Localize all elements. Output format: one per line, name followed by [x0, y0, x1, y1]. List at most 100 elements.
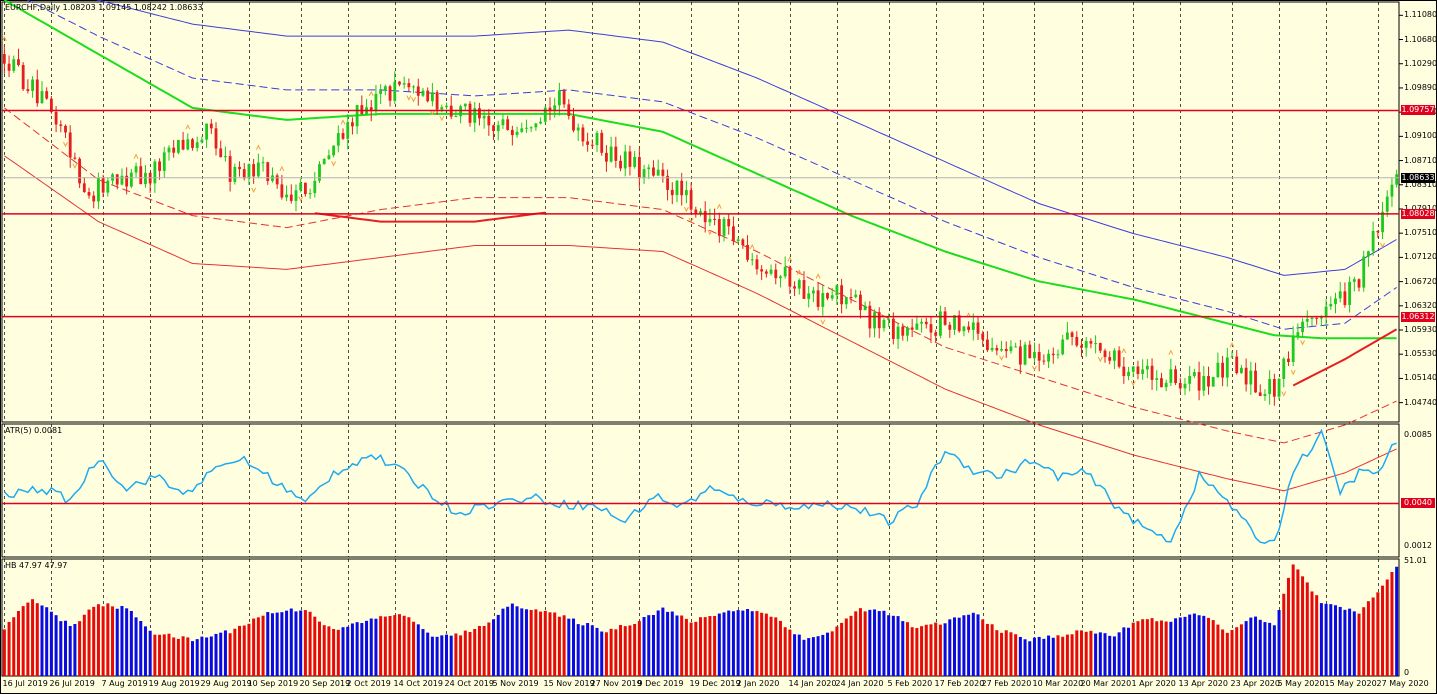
hb-bar	[397, 614, 401, 676]
candle	[459, 104, 463, 124]
hb-bar	[557, 616, 561, 676]
candle	[1376, 230, 1380, 238]
candle	[506, 115, 510, 131]
hb-bar	[1117, 632, 1121, 676]
hb-bar	[713, 615, 717, 676]
hb-bar	[261, 615, 265, 676]
candle	[63, 124, 68, 148]
hb-bar	[153, 634, 157, 676]
date-label: 5 Nov 2019	[492, 679, 539, 688]
candle	[1268, 370, 1272, 405]
hb-bar	[214, 633, 218, 676]
date-label: 9 Dec 2019	[637, 679, 684, 688]
candle	[346, 114, 350, 150]
candle	[1037, 343, 1041, 372]
hb-bar	[1362, 607, 1366, 676]
date-label: 27 May 2020	[1376, 679, 1429, 688]
candle	[289, 184, 293, 204]
hb-bar	[120, 605, 124, 676]
hb-bar	[976, 614, 980, 676]
atr-title: ATR(5) 0.0081	[5, 426, 63, 435]
date-label: 27 Feb 2020	[981, 679, 1032, 688]
hb-bar	[430, 636, 434, 676]
candle	[901, 323, 905, 341]
price-tick-label: 1.05530	[1404, 349, 1437, 359]
price-tick-label: 1.07910	[1404, 204, 1437, 213]
date-label: 29 Aug 2019	[200, 679, 252, 688]
date-label: 5 Feb 2020	[887, 679, 933, 688]
candle	[652, 160, 655, 177]
candle	[543, 106, 547, 124]
candle	[1075, 331, 1079, 348]
hb-bar	[877, 611, 881, 676]
hb-bar	[426, 632, 430, 676]
hb-bar	[929, 624, 933, 676]
candle	[1018, 339, 1022, 374]
hb-bar	[750, 611, 754, 676]
candle	[59, 120, 63, 133]
candle	[360, 95, 364, 115]
hb-bar	[101, 606, 105, 676]
atr-level-tag: 0.0040	[1401, 498, 1435, 509]
candle	[990, 337, 994, 353]
hb-bar	[840, 622, 844, 676]
hb-bar	[567, 618, 571, 676]
hb-bar	[393, 615, 397, 676]
candle	[1023, 341, 1027, 366]
candle	[815, 273, 821, 311]
candle	[1367, 250, 1370, 267]
hb-bar	[238, 625, 242, 676]
hb-bar	[125, 608, 129, 676]
candle	[1258, 384, 1262, 397]
candle	[1136, 360, 1140, 380]
candle	[1290, 326, 1296, 376]
fractal-marker	[1168, 349, 1174, 355]
hb-bar	[633, 623, 637, 676]
fractal-marker	[255, 144, 261, 150]
hb-bar	[78, 621, 82, 676]
hb-bar	[346, 626, 350, 676]
hb-bar	[1131, 622, 1135, 676]
hb-bar	[1145, 619, 1149, 676]
candle	[261, 156, 265, 172]
hb-bar	[2, 629, 6, 676]
hb-bar	[788, 629, 792, 676]
fractal-marker	[1121, 347, 1127, 354]
candle	[796, 269, 802, 295]
candle	[1141, 359, 1145, 380]
candle	[383, 84, 387, 96]
candle	[609, 136, 613, 163]
candle	[463, 103, 467, 111]
candle	[106, 177, 110, 197]
hb-bar	[459, 635, 463, 676]
hb-bar	[717, 613, 721, 676]
candle	[1009, 340, 1013, 354]
fractal-marker	[1300, 340, 1306, 346]
hb-bar	[670, 611, 674, 676]
hb-bar	[741, 610, 745, 676]
hb-bar	[736, 610, 740, 676]
candle	[219, 140, 223, 158]
candle	[666, 169, 669, 201]
hb-bar	[746, 608, 750, 676]
candle	[355, 104, 359, 135]
candle	[172, 139, 176, 158]
hb-bar	[440, 635, 444, 676]
candle	[17, 48, 20, 67]
candle	[92, 191, 96, 209]
red-mid-line	[1292, 328, 1398, 387]
hb-bar	[369, 618, 373, 676]
hb-bar	[727, 610, 731, 676]
hb-bar	[882, 610, 886, 676]
hb-bar	[821, 634, 825, 676]
fractal-marker	[1290, 369, 1296, 376]
fractal-marker	[439, 115, 445, 122]
candle	[981, 330, 985, 347]
hb-bar	[421, 629, 425, 676]
hb-bar	[534, 609, 538, 676]
candle	[214, 122, 218, 156]
hb-bar	[54, 615, 58, 676]
hb-bar	[1192, 613, 1196, 676]
